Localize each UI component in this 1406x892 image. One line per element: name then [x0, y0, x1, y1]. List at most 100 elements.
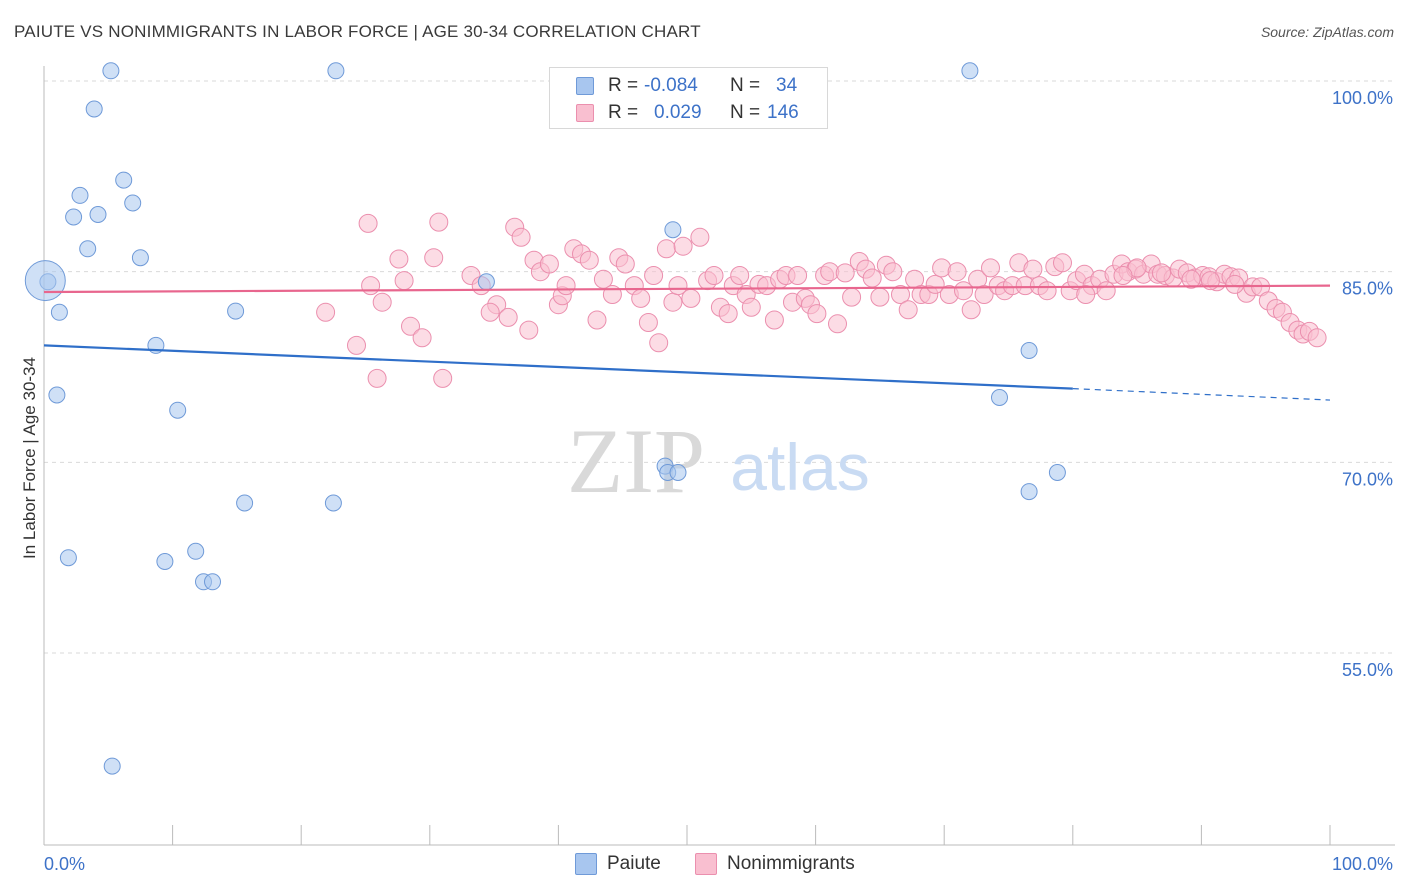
data-point — [169, 401, 187, 419]
data-point — [1181, 269, 1201, 289]
data-point — [673, 236, 693, 256]
data-point — [991, 389, 1008, 406]
data-point — [669, 464, 687, 481]
data-point — [1096, 281, 1116, 301]
legend-label: Nonimmigrants — [727, 853, 855, 874]
data-point — [204, 573, 221, 591]
data-point — [764, 310, 784, 330]
n-label: N = — [730, 75, 761, 96]
data-point — [1023, 259, 1043, 279]
data-point — [48, 386, 66, 404]
data-point — [103, 757, 121, 775]
nonimmigrants-trend-line — [43, 284, 1331, 294]
data-point — [1225, 274, 1245, 294]
nonimmigrants-swatch — [576, 104, 594, 122]
nonimmigrants-points — [316, 212, 1327, 388]
data-point — [1113, 266, 1133, 285]
data-point — [477, 273, 495, 291]
data-point — [424, 248, 444, 268]
watermark-zip: ZIP — [567, 410, 705, 512]
data-point — [324, 494, 342, 512]
r-label: R = — [608, 75, 639, 96]
paiute-points — [24, 62, 1066, 775]
paiute-swatch — [575, 853, 597, 875]
data-point — [85, 100, 103, 118]
data-point — [631, 288, 651, 308]
paiute-swatch — [576, 77, 594, 95]
data-point — [807, 304, 827, 324]
data-point — [394, 271, 414, 291]
data-point — [1307, 328, 1327, 348]
data-point — [1053, 253, 1072, 273]
paiute-trend-line — [43, 344, 1073, 390]
data-point — [519, 320, 539, 340]
y-axis-title: In Labor Force | Age 30-34 — [20, 357, 39, 559]
data-point — [835, 263, 855, 283]
data-point — [1048, 464, 1066, 481]
data-point — [883, 262, 903, 282]
data-point — [433, 368, 453, 388]
data-point — [498, 307, 518, 327]
data-point — [102, 62, 120, 80]
data-point — [981, 258, 1000, 278]
legend-row-paiute: R = -0.084 N = 34 — [550, 73, 827, 99]
data-point — [429, 212, 449, 232]
n-label: N = — [730, 102, 761, 123]
data-point — [480, 302, 500, 322]
data-point — [71, 186, 89, 204]
data-point — [1020, 342, 1038, 359]
data-point — [690, 227, 710, 247]
data-point — [156, 553, 174, 570]
data-point — [704, 266, 724, 285]
data-point — [327, 62, 345, 80]
axis-labels: 55.0% 70.0% 85.0% 100.0% 0.0% 100.0% In Labor … — [20, 88, 1393, 874]
data-point — [539, 254, 559, 274]
data-point — [587, 310, 607, 330]
data-point — [638, 313, 658, 332]
data-point — [115, 171, 133, 189]
data-point — [961, 300, 981, 320]
data-point — [1200, 271, 1220, 291]
data-point — [828, 314, 847, 334]
r-label: R = — [608, 102, 639, 123]
watermark-atlas: atlas — [730, 430, 869, 504]
data-point — [1020, 483, 1038, 501]
correlation-legend: R = -0.084 N = 34 R = 0.029 N = 146 — [549, 67, 828, 129]
y-tick-label: 100.0% — [1332, 88, 1393, 108]
data-point — [741, 297, 761, 317]
data-point — [579, 250, 599, 270]
data-point — [842, 287, 862, 307]
data-point — [615, 254, 635, 274]
data-point — [556, 276, 576, 296]
data-point — [862, 268, 882, 288]
data-point — [961, 62, 979, 80]
data-point — [227, 302, 245, 320]
data-point — [401, 316, 420, 336]
y-tick-label: 70.0% — [1342, 469, 1393, 489]
series-legend: Paiute Nonimmigrants — [0, 851, 1406, 877]
nonimmigrants-swatch — [695, 853, 717, 875]
data-point — [511, 227, 531, 247]
data-point — [89, 206, 107, 223]
data-point — [947, 262, 967, 282]
x-tick-label: 0.0% — [44, 854, 85, 874]
data-point — [65, 208, 83, 226]
data-point — [664, 221, 682, 239]
data-point — [389, 249, 409, 269]
data-point — [236, 494, 254, 512]
data-point — [925, 274, 945, 294]
data-point — [347, 335, 366, 355]
y-tick-label: 85.0% — [1342, 279, 1393, 299]
x-tick-label: 100.0% — [1332, 854, 1393, 874]
data-point — [954, 281, 973, 301]
y-tick-label: 55.0% — [1342, 660, 1393, 680]
data-point — [974, 285, 994, 304]
n-value: 34 — [776, 75, 798, 96]
data-point — [681, 288, 701, 308]
data-point — [361, 276, 381, 296]
data-point — [412, 328, 432, 348]
data-point — [788, 266, 808, 285]
chart-title: PAIUTE VS NONIMMIGRANTS IN LABOR FORCE |… — [14, 22, 701, 41]
data-point — [891, 285, 910, 304]
